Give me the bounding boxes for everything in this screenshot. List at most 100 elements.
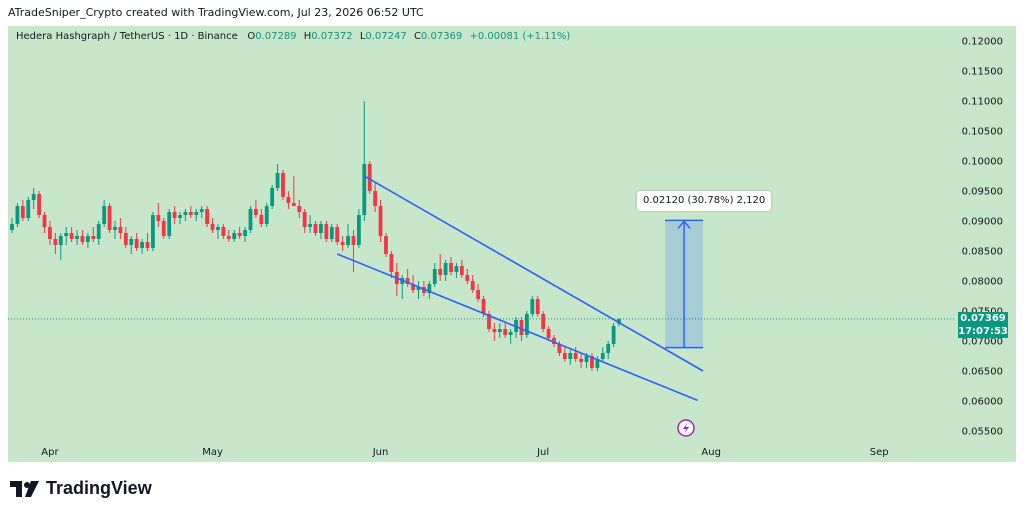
candle xyxy=(378,200,383,242)
y-tick-label: 0.08000 xyxy=(962,277,1003,288)
candle xyxy=(313,221,318,236)
y-tick-label: 0.10000 xyxy=(962,157,1003,168)
candle xyxy=(416,281,421,299)
candle xyxy=(64,227,69,245)
trendlines-layer[interactable] xyxy=(336,175,704,402)
close-label: C xyxy=(413,31,421,42)
candle xyxy=(389,251,394,278)
candle xyxy=(221,224,226,239)
candle xyxy=(91,227,96,242)
candle xyxy=(140,239,144,254)
y-tick-label: 0.11500 xyxy=(962,67,1003,78)
candle xyxy=(476,284,481,302)
candle xyxy=(319,221,323,239)
x-tick-label: Jun xyxy=(372,447,389,458)
candle xyxy=(525,311,529,338)
measure-label: 0.02120 (30.78%) 2,120 xyxy=(637,191,772,211)
candle xyxy=(465,269,470,284)
candle xyxy=(356,209,361,248)
candle xyxy=(20,200,25,221)
price-range-layer[interactable] xyxy=(665,219,704,349)
candle xyxy=(31,188,36,209)
candle xyxy=(346,224,350,248)
candle xyxy=(579,353,583,368)
candle xyxy=(151,212,155,251)
candle xyxy=(405,269,410,287)
open-label: O xyxy=(247,31,256,42)
candle xyxy=(15,203,20,227)
time-axis[interactable]: Apr May Jun Jul Aug Sep xyxy=(41,447,888,458)
x-tick-label: Jul xyxy=(536,447,549,458)
candle xyxy=(129,236,134,254)
candle xyxy=(210,218,215,233)
candle xyxy=(26,197,31,221)
brand-name: TradingView xyxy=(46,478,152,498)
candle xyxy=(470,275,475,293)
upper-trendline[interactable] xyxy=(363,175,704,372)
candle xyxy=(454,263,459,278)
candle xyxy=(113,221,117,239)
candle xyxy=(497,323,502,338)
candle xyxy=(329,224,334,242)
candle xyxy=(161,218,166,239)
candle xyxy=(226,230,231,242)
candle xyxy=(172,206,177,224)
bar-countdown: 17:07:53 xyxy=(958,326,1008,337)
open-value: 0.07289 xyxy=(255,31,297,42)
y-tick-label: 0.08500 xyxy=(962,247,1003,258)
symbol-legend: Hedera Hashgraph / TetherUS · 1D · Binan… xyxy=(16,31,574,42)
y-tick-label: 0.06000 xyxy=(962,397,1003,408)
candle xyxy=(145,233,150,251)
candle xyxy=(443,260,448,281)
candle xyxy=(118,218,123,239)
candle xyxy=(194,209,199,221)
y-tick-label: 0.09500 xyxy=(962,187,1003,198)
candle xyxy=(237,227,242,239)
y-tick-label: 0.10500 xyxy=(962,127,1003,138)
lightning-icon[interactable] xyxy=(677,419,695,437)
candle xyxy=(259,209,264,227)
candle xyxy=(438,254,443,281)
candle xyxy=(156,203,161,227)
y-tick-label: 0.06500 xyxy=(962,367,1003,378)
candle xyxy=(205,206,210,227)
candle xyxy=(367,161,372,194)
candle xyxy=(167,209,172,239)
candle xyxy=(134,233,139,251)
candle xyxy=(449,257,453,275)
candle xyxy=(606,341,611,359)
price-axis[interactable]: 0.12000 0.11500 0.11000 0.10500 0.10000 0.095… xyxy=(962,37,1003,438)
candle xyxy=(123,227,128,248)
candle xyxy=(297,200,302,218)
candle xyxy=(552,335,556,347)
lower-trendline[interactable] xyxy=(336,253,698,402)
candle xyxy=(254,200,258,218)
tradingview-logo[interactable]: TradingView xyxy=(10,478,152,499)
candle xyxy=(53,233,58,254)
candle xyxy=(373,182,378,212)
candles-layer xyxy=(10,101,621,371)
candle xyxy=(232,230,237,242)
x-tick-label: Aug xyxy=(701,447,721,458)
candle xyxy=(270,185,275,209)
candle xyxy=(351,230,356,272)
y-tick-label: 0.12000 xyxy=(962,37,1003,48)
candle xyxy=(384,233,388,257)
candle xyxy=(183,209,188,221)
last-price: 0.07369 xyxy=(960,313,1006,324)
candle xyxy=(286,191,291,209)
candle xyxy=(340,236,345,251)
candle xyxy=(362,101,367,221)
candle xyxy=(42,212,47,233)
candle xyxy=(275,164,280,191)
arrow-head-icon xyxy=(677,220,691,229)
candle xyxy=(85,233,90,248)
candle xyxy=(541,311,546,332)
candle xyxy=(248,206,253,233)
low-value: 0.07247 xyxy=(365,31,407,42)
candle xyxy=(503,323,508,338)
candle xyxy=(302,209,307,233)
chart-area[interactable] xyxy=(8,26,1016,462)
candle xyxy=(427,281,432,299)
